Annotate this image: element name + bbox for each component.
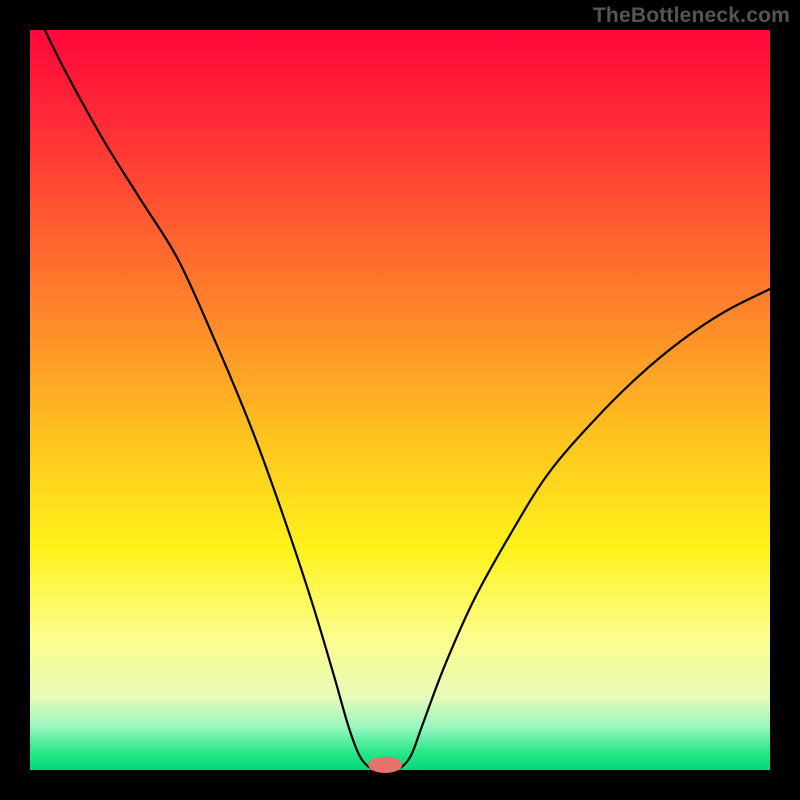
watermark-text: TheBottleneck.com <box>593 4 790 28</box>
chart-container: TheBottleneck.com <box>0 0 800 800</box>
plot-background <box>30 30 770 770</box>
bottleneck-chart <box>0 0 800 800</box>
optimal-marker <box>368 757 402 773</box>
